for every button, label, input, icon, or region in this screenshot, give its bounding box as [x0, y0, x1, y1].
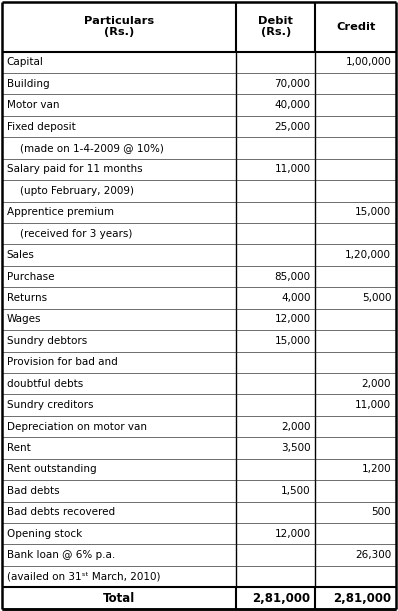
Text: 11,000: 11,000	[355, 400, 391, 410]
Text: 5,000: 5,000	[362, 293, 391, 303]
Text: 2,000: 2,000	[281, 422, 310, 431]
Text: Sundry creditors: Sundry creditors	[7, 400, 93, 410]
Text: 1,500: 1,500	[281, 486, 310, 496]
Text: (received for 3 years): (received for 3 years)	[7, 229, 132, 239]
Text: 3,500: 3,500	[281, 443, 310, 453]
Text: Credit: Credit	[336, 21, 375, 32]
Text: 15,000: 15,000	[274, 336, 310, 346]
Text: Bad debts: Bad debts	[7, 486, 59, 496]
Text: Fixed deposit: Fixed deposit	[7, 122, 76, 131]
Text: 2,81,000: 2,81,000	[333, 591, 391, 605]
Text: 85,000: 85,000	[274, 271, 310, 282]
Text: doubtful debts: doubtful debts	[7, 379, 83, 389]
Text: (made on 1-4-2009 @ 10%): (made on 1-4-2009 @ 10%)	[7, 143, 164, 153]
Text: Rent outstanding: Rent outstanding	[7, 464, 96, 474]
Text: 11,000: 11,000	[274, 164, 310, 174]
Text: 1,00,000: 1,00,000	[345, 57, 391, 67]
Text: 15,000: 15,000	[355, 207, 391, 218]
Text: 25,000: 25,000	[274, 122, 310, 131]
Text: 2,81,000: 2,81,000	[252, 591, 310, 605]
Text: Returns: Returns	[7, 293, 47, 303]
Text: Depreciation on motor van: Depreciation on motor van	[7, 422, 147, 431]
Text: Total: Total	[103, 591, 135, 605]
Text: Capital: Capital	[7, 57, 44, 67]
Text: Purchase: Purchase	[7, 271, 54, 282]
Text: Provision for bad and: Provision for bad and	[7, 357, 117, 367]
Text: 500: 500	[372, 507, 391, 518]
Text: 2,000: 2,000	[362, 379, 391, 389]
Text: Salary paid for 11 months: Salary paid for 11 months	[7, 164, 142, 174]
Text: 26,300: 26,300	[355, 550, 391, 560]
Text: Sales: Sales	[7, 250, 35, 260]
Text: (upto February, 2009): (upto February, 2009)	[7, 186, 134, 196]
Text: Apprentice premium: Apprentice premium	[7, 207, 114, 218]
Text: 12,000: 12,000	[274, 529, 310, 539]
Text: 40,000: 40,000	[275, 100, 310, 110]
Text: (availed on 31ˢᵗ March, 2010): (availed on 31ˢᵗ March, 2010)	[7, 571, 160, 582]
Text: Particulars
(Rs.): Particulars (Rs.)	[84, 16, 154, 37]
Text: 1,200: 1,200	[362, 464, 391, 474]
Text: 4,000: 4,000	[281, 293, 310, 303]
Text: Debit
(Rs.): Debit (Rs.)	[258, 16, 293, 37]
Text: Building: Building	[7, 79, 49, 89]
Text: Wages: Wages	[7, 315, 41, 324]
Text: Opening stock: Opening stock	[7, 529, 82, 539]
Text: Bad debts recovered: Bad debts recovered	[7, 507, 115, 518]
Text: Rent: Rent	[7, 443, 31, 453]
Text: Motor van: Motor van	[7, 100, 59, 110]
Text: Bank loan @ 6% p.a.: Bank loan @ 6% p.a.	[7, 550, 115, 560]
Text: 12,000: 12,000	[274, 315, 310, 324]
Text: 1,20,000: 1,20,000	[345, 250, 391, 260]
Text: Sundry debtors: Sundry debtors	[7, 336, 87, 346]
Text: 70,000: 70,000	[275, 79, 310, 89]
